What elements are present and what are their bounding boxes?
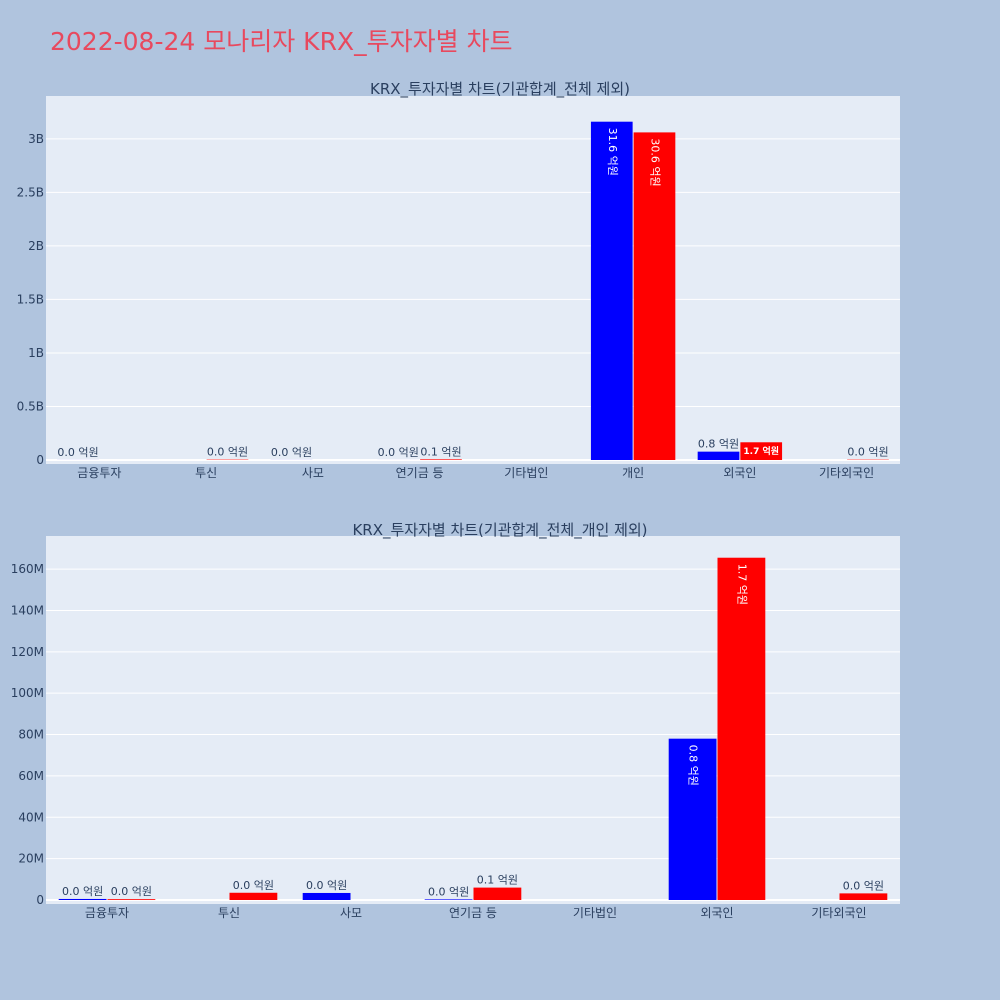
x-tick-label: 연기금 등 [449, 906, 497, 920]
bar [633, 132, 676, 460]
chart-2: 0 20M 40M 60M 80M 100M 120M 140M 160M KRX_투자자별 차트… [11, 521, 900, 920]
y-tick-label: 3B [28, 132, 44, 146]
x-tick-label: 기타법인 [573, 906, 617, 920]
x-tick-label: 금융투자 [77, 466, 121, 480]
bar [107, 899, 156, 900]
bar-value-label: 1.7 억원 [743, 445, 779, 457]
x-tick-label: 연기금 등 [396, 466, 444, 480]
y-tick-label: 80M [18, 728, 44, 742]
bar-value-label: 0.0 억원 [271, 446, 312, 459]
y-tick-label: 20M [18, 852, 44, 866]
x-tick-label: 기타외국인 [819, 466, 874, 480]
y-tick-label: 1.5B [17, 292, 44, 306]
y-tick-label: 2B [28, 239, 44, 253]
bar [420, 459, 462, 460]
bar-value-label: 0.1 억원 [477, 874, 518, 887]
bar-value-label: 0.0 억원 [378, 446, 419, 459]
x-tick-label: 외국인 [700, 906, 733, 920]
bar [740, 442, 783, 460]
bar-value-label: 0.1 억원 [420, 445, 461, 458]
bar-value-label: 0.0 억원 [843, 879, 884, 892]
bar-value-label: 0.8 억원 [687, 745, 700, 786]
y-tick-label: 60M [18, 769, 44, 783]
bar [697, 451, 740, 460]
y-tick-label: 2.5B [17, 185, 44, 199]
bar-value-label: 31.6 억원 [606, 128, 619, 176]
bar-value-label: 0.0 억원 [233, 879, 274, 892]
y-tick-label: 0.5B [17, 399, 44, 413]
bar [717, 557, 766, 900]
bar-value-label: 0.8 억원 [698, 438, 739, 451]
bar [229, 892, 278, 900]
y-tick-label: 1B [28, 346, 44, 360]
plot-area [46, 536, 900, 904]
x-tick-label: 투신 [195, 466, 217, 480]
bar-value-label: 0.0 억원 [62, 885, 103, 898]
x-tick-label: 기타법인 [504, 466, 548, 480]
y-tick-label: 120M [11, 645, 44, 659]
x-tick-label: 기타외국인 [811, 906, 866, 920]
bar-value-label: 0.0 억원 [111, 885, 152, 898]
y-tick-label: 40M [18, 810, 44, 824]
y-tick-label: 0 [36, 893, 44, 907]
bar [668, 738, 717, 900]
bar-value-label: 1.7 억원 [735, 564, 748, 605]
bar-value-label: 0.0 억원 [847, 446, 888, 459]
bar-value-label: 0.0 억원 [57, 446, 98, 459]
x-tick-label: 사모 [302, 466, 324, 480]
bar [58, 898, 107, 900]
bar-value-label: 30.6 억원 [648, 138, 661, 186]
subplot-title: KRX_투자자별 차트(기관합계_전체 제외) [370, 80, 630, 99]
bar [473, 887, 522, 900]
x-tick-label: 투신 [218, 906, 240, 920]
bar [424, 899, 473, 900]
x-tick-label: 사모 [340, 906, 362, 920]
plot-area [46, 96, 900, 464]
x-tick-label: 개인 [622, 466, 644, 480]
bar [302, 892, 351, 900]
page-title: 2022-08-24 모나리자 KRX_투자자별 차트 [50, 27, 513, 56]
y-tick-label: 0 [36, 453, 44, 467]
x-tick-label: 금융투자 [85, 906, 129, 920]
x-tick-label: 외국인 [723, 466, 756, 480]
bar-value-label: 0.0 억원 [207, 446, 248, 459]
y-tick-label: 100M [11, 686, 44, 700]
bar [590, 121, 633, 460]
y-tick-label: 140M [11, 603, 44, 617]
bar [839, 893, 888, 900]
bar-value-label: 0.0 억원 [428, 885, 469, 898]
chart-1: 0 0.5B 1B 1.5B 2B 2.5B 3B KRX_투자자별 차트(기관합계_전체 제… [17, 80, 900, 480]
y-tick-label: 160M [11, 562, 44, 576]
subplot-title: KRX_투자자별 차트(기관합계_전체_개인 제외) [352, 521, 647, 540]
bar-value-label: 0.0 억원 [306, 879, 347, 892]
